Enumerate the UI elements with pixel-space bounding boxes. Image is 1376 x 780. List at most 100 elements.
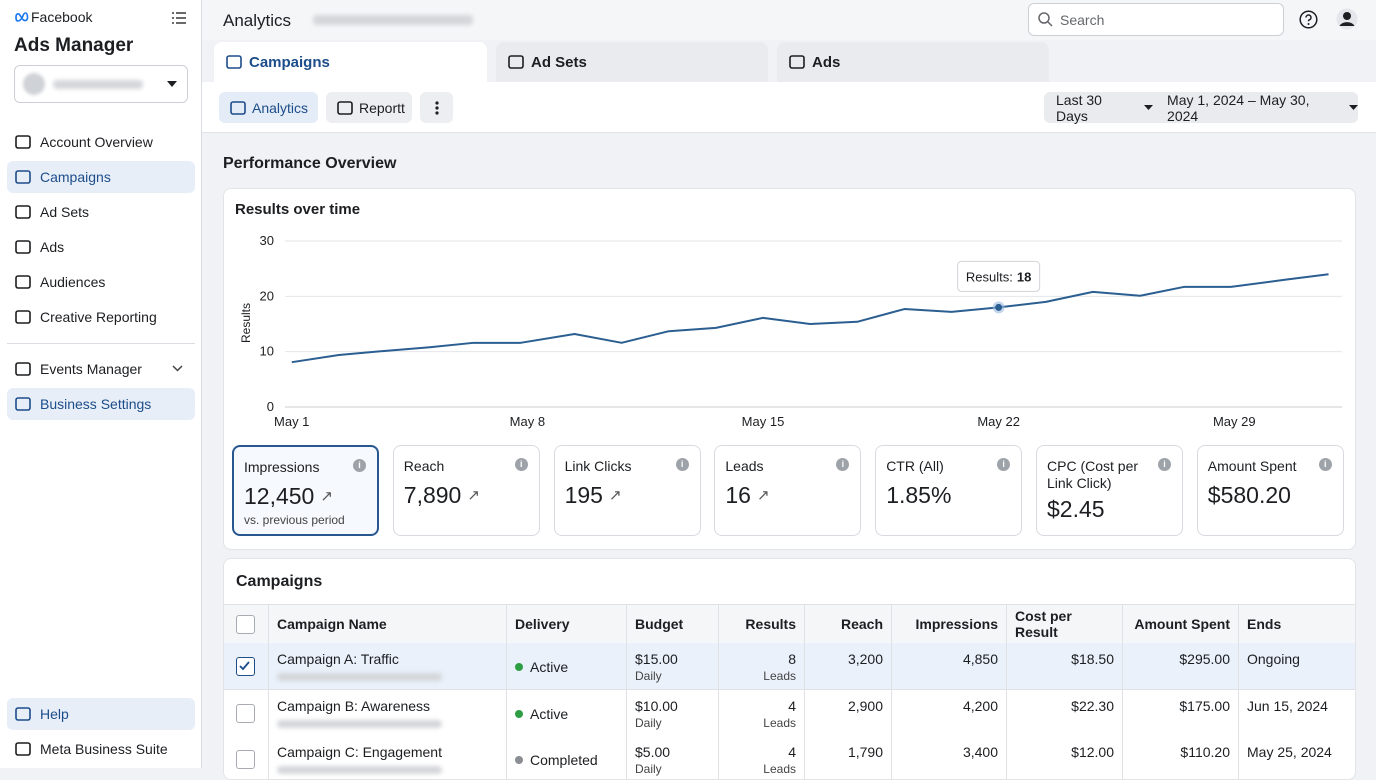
nav-item[interactable]: Campaigns (7, 161, 195, 193)
table-row[interactable]: Campaign C: Engagement Completed $5.00 Dail… (224, 736, 1355, 779)
metric-value: $2.45 (1047, 496, 1105, 522)
brand: Facebook (14, 9, 92, 25)
table-cell: $15.00 Daily (626, 643, 718, 689)
results-note: Leads (763, 715, 796, 730)
nav-item[interactable]: Creative Reporting (7, 301, 195, 333)
column-header[interactable]: Amount Spent (1122, 605, 1238, 643)
metric-card[interactable]: Leads i 16 ↗ (714, 445, 862, 536)
icon-shape (508, 55, 524, 69)
icon (15, 205, 31, 219)
top-bar: Analytics Search (202, 0, 1376, 40)
search-placeholder: Search (1060, 12, 1105, 28)
more-icon (434, 100, 439, 115)
nav-item[interactable]: Help (7, 698, 195, 730)
nav-item[interactable]: Audiences (7, 266, 195, 298)
metric-value: 12,450 ↗ (244, 483, 333, 509)
column-header[interactable]: Cost per Result (1006, 605, 1122, 643)
trend-arrow: ↗ (467, 487, 480, 504)
table-cell: $110.20 (1122, 736, 1238, 779)
account-selector[interactable] (14, 65, 188, 103)
budget-note: Daily (635, 669, 662, 683)
expand-caret[interactable] (172, 365, 183, 372)
metric-card[interactable]: CPC (Cost per Link Click) i $2.45 (1036, 445, 1183, 536)
column-header[interactable]: Budget (626, 605, 718, 643)
icon-shape (15, 397, 31, 411)
toolbar-button[interactable]: Analytics (219, 92, 318, 123)
campaign-id (277, 766, 442, 774)
metric-card[interactable]: CTR (All) i 1.85% (875, 445, 1023, 536)
search-box[interactable]: Search (1028, 3, 1284, 36)
budget-note: Daily (635, 762, 662, 776)
nav-label: Audiences (40, 274, 106, 290)
checkbox[interactable] (236, 615, 255, 634)
metric-card[interactable]: Impressions i 12,450 ↗ vs. previous period (232, 445, 379, 536)
metric-card[interactable]: Reach i 7,890 ↗ (392, 445, 540, 536)
meta-logo (15, 12, 29, 22)
metric-card[interactable]: Link Clicks i 195 ↗ (553, 445, 701, 536)
y-tick-label: 0 (267, 399, 274, 414)
table-cell: Campaign A: Traffic (268, 643, 506, 689)
menu-icon[interactable] (171, 11, 187, 25)
more-button[interactable] (420, 92, 453, 123)
info-icon: i (836, 458, 850, 471)
toolbar-button[interactable]: Reportt (326, 92, 412, 123)
range-label: Last 30 Days (1056, 91, 1102, 124)
metric-value: 7,890 ↗ (403, 482, 480, 508)
budget-note: Daily (635, 715, 662, 730)
nav-item[interactable]: Ad Sets (7, 196, 195, 228)
table-cell: $5.00 Daily (626, 736, 718, 779)
date-range[interactable]: Last 30 Days May 1, 2024 – May 30, 2024 (1044, 91, 1358, 124)
icon (15, 275, 31, 289)
table-row[interactable]: Campaign A: Traffic Active $15.00 Daily 8 Lea… (224, 643, 1355, 690)
metric-card[interactable]: Amount Spent i $580.20 (1196, 445, 1344, 536)
icon-shape (15, 240, 31, 254)
nav-label: Meta Business Suite (40, 741, 168, 757)
nav-item[interactable]: Meta Business Suite (7, 733, 195, 765)
icon-shape (15, 275, 31, 289)
check-path (239, 661, 250, 671)
checkbox[interactable] (236, 703, 255, 723)
column-header[interactable]: Results (718, 605, 804, 643)
status-label: Active (530, 659, 569, 675)
nav-item[interactable]: Business Settings (7, 388, 195, 420)
tooltip-value: 18 (1017, 269, 1031, 284)
tab[interactable]: Ads (777, 42, 1049, 82)
table-cell: Completed (506, 736, 626, 779)
table-cell: Jun 15, 2024 (1238, 689, 1355, 736)
tab[interactable]: Campaigns (214, 42, 487, 82)
tab[interactable]: Ad Sets (496, 42, 768, 82)
cell-text: 1,790 (847, 744, 883, 760)
cell-text: $295.00 (1179, 651, 1230, 667)
table-cell: 2,900 (804, 689, 891, 736)
table-header: Campaign Name Delivery Budget Results Reach I… (224, 604, 1355, 644)
profile-icon[interactable] (1336, 8, 1358, 30)
cell-text: 4 (788, 744, 796, 760)
account-name (53, 80, 143, 89)
series-line (291, 273, 1329, 364)
section-title: Performance Overview (223, 155, 397, 172)
tab-label: Campaigns (249, 53, 330, 71)
help-icon[interactable] (1299, 10, 1318, 29)
nav-item[interactable]: Account Overview (7, 126, 195, 158)
cell-text: 8 (788, 651, 796, 667)
column-header[interactable]: Impressions (891, 605, 1006, 643)
checkbox[interactable] (236, 750, 255, 769)
table-cell: $22.30 (1006, 689, 1122, 736)
nav-item[interactable]: Ads (7, 231, 195, 263)
icon-shape (15, 707, 31, 721)
table-row[interactable]: Campaign B: Awareness Active $10.00 Daily 4 L… (224, 689, 1355, 737)
nav-item[interactable]: Events Manager (7, 353, 195, 385)
column-header[interactable]: Campaign Name (268, 605, 506, 643)
status-dot (515, 709, 523, 718)
campaign-id (277, 673, 442, 681)
checkbox[interactable] (236, 657, 255, 676)
icon-shape (337, 100, 353, 115)
nav-label: Ads (40, 239, 65, 255)
column-header[interactable]: Delivery (506, 605, 626, 643)
column-header[interactable]: Reach (804, 605, 891, 643)
column-header[interactable]: Ends (1238, 605, 1355, 643)
table-title: Campaigns (236, 573, 323, 590)
highlight-point (995, 303, 1003, 311)
cell-text: Ongoing (1247, 651, 1300, 667)
results-note: Leads (763, 669, 796, 683)
